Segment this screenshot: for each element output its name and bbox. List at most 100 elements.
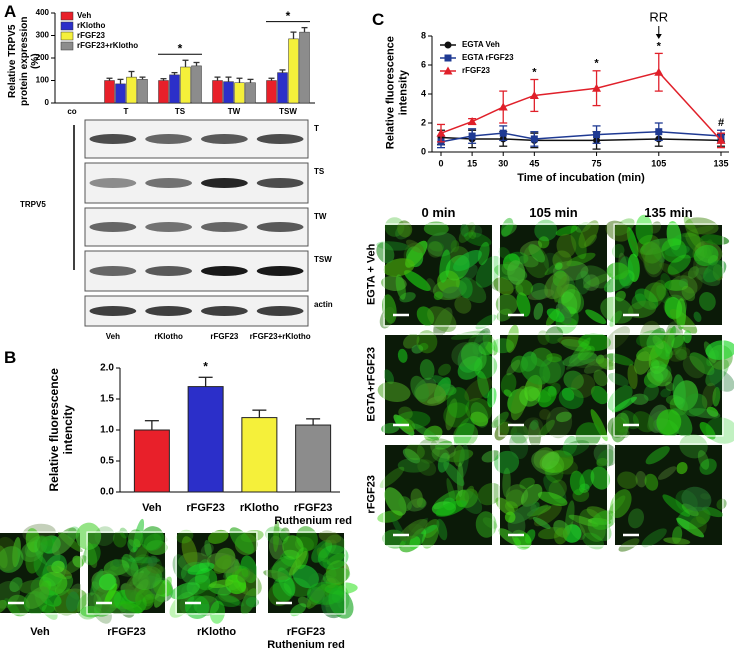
cell [679,434,708,459]
blot-band [89,134,137,144]
blot-band [256,306,304,316]
marker [468,132,476,140]
x-tick-label: rFGF23 Ruthenium red [274,502,352,527]
cell [382,294,397,324]
cell [7,594,30,617]
cell [676,298,687,330]
micrograph [600,214,730,334]
cell [454,296,472,314]
y-tick-label: 1.0 [100,425,114,436]
legend-label: rFGF23 [462,66,491,75]
blot-lane-label: rFGF23 [210,332,239,341]
cell [464,377,493,402]
blot-band [256,134,304,144]
cell [410,375,429,403]
cell [676,462,688,475]
cell [477,241,490,266]
micrograph-row-label: rFGF23 [365,475,378,514]
cell [93,587,111,613]
panel-letter: C [372,10,385,29]
cell [504,501,519,513]
cell [562,289,585,314]
cell [94,526,115,546]
x-tick-label: Veh [142,502,162,514]
cell [470,402,489,428]
x-tick-label: TW [227,107,241,116]
cell [706,406,719,417]
bar [115,83,126,104]
blot-band [200,306,248,316]
micrograph-clip [175,531,258,615]
cell [700,234,730,245]
cell [318,539,337,559]
cell [681,486,712,512]
cell [656,285,670,304]
cell [582,274,600,291]
cell [704,239,714,260]
x-tick-label: 75 [592,158,602,168]
cell [209,600,226,624]
cell [229,527,254,554]
cell [663,537,691,545]
legend-marker [443,66,453,75]
cell [477,370,490,399]
cell [51,560,65,573]
micrograph-clip [0,531,82,615]
cell [659,262,681,278]
x-tick-label: 0 [438,158,443,168]
micrograph-clip [383,443,494,547]
cell [678,278,689,288]
cell [612,396,637,413]
cell [90,568,104,596]
cell [693,244,719,267]
cell [460,342,487,372]
cell [268,582,292,607]
annotation: * [657,40,662,52]
x-tick-label: 135 [713,158,728,168]
cell [562,352,597,367]
cell [705,340,734,360]
cell [643,383,659,401]
cell [54,575,74,597]
cell [600,296,634,324]
cell [495,293,518,316]
cell [712,386,721,407]
cell [445,398,458,431]
cell [533,302,544,320]
cell [404,270,431,292]
cell [225,574,247,595]
cell [503,389,513,397]
cell [504,511,516,523]
annotation: * [203,359,208,373]
cell [661,238,687,263]
blot-band [145,222,193,232]
cell [632,411,655,433]
y-axis-label: Relative TRPV5 protein expression (%) [6,16,41,106]
cell [457,356,483,380]
cell [534,219,558,242]
cell [438,363,451,376]
blot-band [145,306,193,316]
cell [442,286,462,299]
cell [481,450,501,463]
cell [434,440,453,450]
cell [427,241,443,258]
cell [545,406,573,439]
cell [646,366,673,387]
cell [433,307,453,338]
cell [292,564,319,589]
marker [593,131,601,139]
bar [126,76,137,104]
marker [654,67,664,76]
legend-swatch [60,41,74,51]
cell [518,255,539,268]
bar [212,80,223,104]
cell [245,597,259,608]
cell [611,243,625,258]
bar [191,65,202,104]
blot-row-label: TS [314,167,325,176]
marker [498,102,508,111]
x-tick-label: 105 [651,158,666,168]
cell [494,450,520,474]
cell [181,536,198,567]
